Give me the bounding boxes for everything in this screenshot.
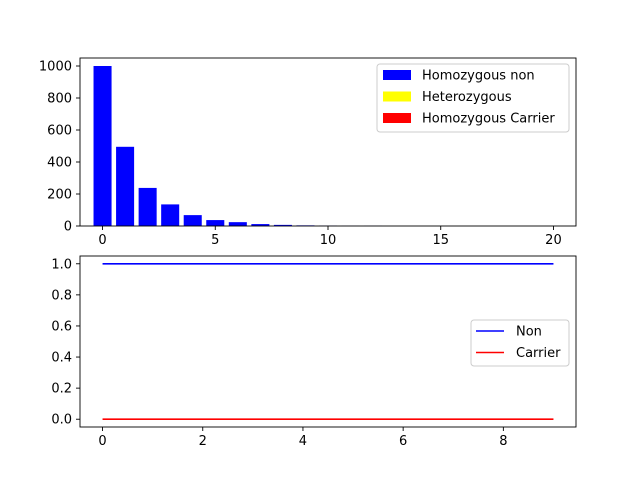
bar-0-1 xyxy=(116,146,135,226)
x-tick-label-0: 0 xyxy=(98,434,106,449)
x-tick-label-0: 0 xyxy=(98,233,106,248)
legend-label-0: Non xyxy=(516,325,542,340)
bar-0-2 xyxy=(138,187,157,226)
axes-frame xyxy=(79,255,577,428)
legend-swatch-2 xyxy=(383,113,411,123)
bar-0-3 xyxy=(161,204,180,226)
y-tick-label-4: 0.8 xyxy=(51,288,72,303)
y-tick-label-2: 400 xyxy=(47,156,72,171)
bar-0-6 xyxy=(228,222,247,226)
y-tick-label-0: 0.0 xyxy=(51,413,72,428)
x-tick-label-4: 20 xyxy=(545,233,562,248)
y-tick-label-2: 0.4 xyxy=(51,351,72,366)
y-tick-label-5: 1.0 xyxy=(51,257,72,272)
legend-label-2: Homozygous Carrier xyxy=(422,112,555,127)
bar-0-7 xyxy=(251,224,270,226)
x-tick-label-3: 6 xyxy=(399,434,407,449)
x-tick-label-2: 10 xyxy=(320,233,337,248)
x-tick-label-2: 4 xyxy=(299,434,307,449)
bar-0-4 xyxy=(183,215,202,226)
legend-label-0: Homozygous non xyxy=(422,69,535,84)
x-tick-label-3: 15 xyxy=(432,233,449,248)
bar-0-5 xyxy=(206,220,225,226)
x-tick-label-4: 8 xyxy=(499,434,507,449)
y-tick-label-1: 0.2 xyxy=(51,382,72,397)
legend-swatch-0 xyxy=(383,70,411,80)
y-tick-label-5: 1000 xyxy=(39,60,72,75)
line-chart-panel: 0 2 4 6 8 0.0 0.2 0.4 0.6 0.8 1.0 Non Carrier xyxy=(51,255,577,449)
y-tick-label-3: 600 xyxy=(47,124,72,139)
x-tick-label-1: 2 xyxy=(199,434,207,449)
x-tick-label-1: 5 xyxy=(211,233,219,248)
y-tick-label-0: 0 xyxy=(64,220,72,235)
legend-label-1: Heterozygous xyxy=(422,90,512,105)
y-tick-label-3: 0.6 xyxy=(51,319,72,334)
y-tick-label-1: 200 xyxy=(47,188,72,203)
legend-swatch-1 xyxy=(383,91,411,102)
bar-0-0 xyxy=(93,66,112,226)
legend-box xyxy=(376,63,570,133)
legend-label-1: Carrier xyxy=(516,346,561,361)
y-tick-label-4: 800 xyxy=(47,92,72,107)
bar-0-8 xyxy=(273,224,292,226)
